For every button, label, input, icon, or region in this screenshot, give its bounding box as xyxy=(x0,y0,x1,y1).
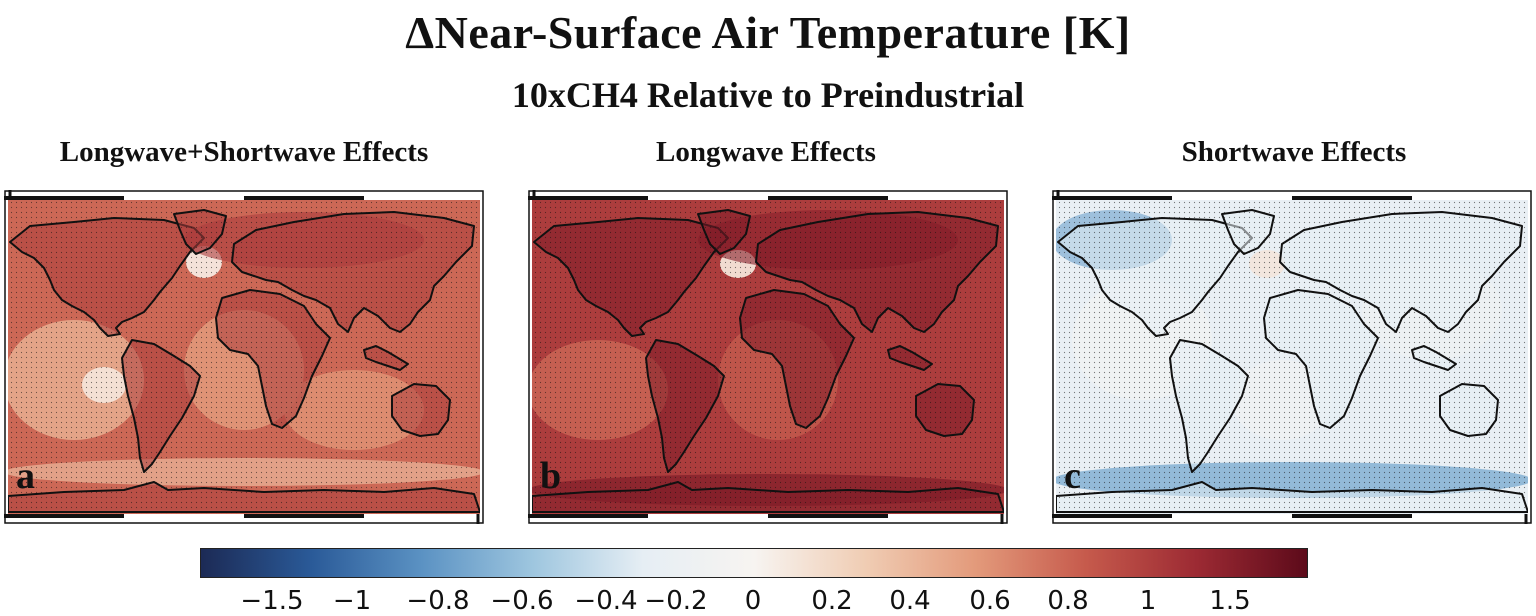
colorbar-tick-label: 0.6 xyxy=(969,586,1011,616)
map-panel-c: c xyxy=(1052,190,1532,524)
colorbar-tick-label: −0.4 xyxy=(574,586,638,616)
colorbar-tick-label: 1.5 xyxy=(1209,586,1251,616)
colorbar-tick-label: 0.4 xyxy=(889,586,931,616)
colorbar-tick-label: −0.6 xyxy=(490,586,554,616)
figure-subtitle: 10xCH4 Relative to Preindustrial xyxy=(511,75,1025,115)
colorbar-tick-label: 0.2 xyxy=(811,586,853,616)
colorbar-tick-label: 1 xyxy=(1139,586,1157,616)
map-panel-b: b xyxy=(528,190,1008,524)
panel-a-title: Longwave+Shortwave Effects xyxy=(59,136,429,168)
colorbar-tick-label: 0.8 xyxy=(1047,586,1089,616)
colorbar-tick-label: 0 xyxy=(744,586,762,616)
panel-label-b: b xyxy=(540,455,561,497)
panel-label-a: a xyxy=(16,455,35,497)
significance-stippling xyxy=(532,200,1004,514)
significance-stippling xyxy=(1056,200,1528,514)
colorbar xyxy=(200,548,1308,578)
colorbar-tick-label: −0.8 xyxy=(406,586,470,616)
panel-label-c: c xyxy=(1064,455,1081,497)
colorbar-tick-label: −1.5 xyxy=(240,586,304,616)
colorbar-tick-label: −1 xyxy=(332,586,372,616)
figure-title: ΔNear-Surface Air Temperature [K] xyxy=(405,7,1131,58)
significance-stippling xyxy=(8,200,480,514)
colorbar-tick-label: −0.2 xyxy=(644,586,708,616)
panel-b-title: Longwave Effects xyxy=(656,136,876,168)
colorbar-gradient xyxy=(200,548,1308,578)
panel-c-title: Shortwave Effects xyxy=(1181,136,1407,168)
map-panel-a: a xyxy=(4,190,484,524)
